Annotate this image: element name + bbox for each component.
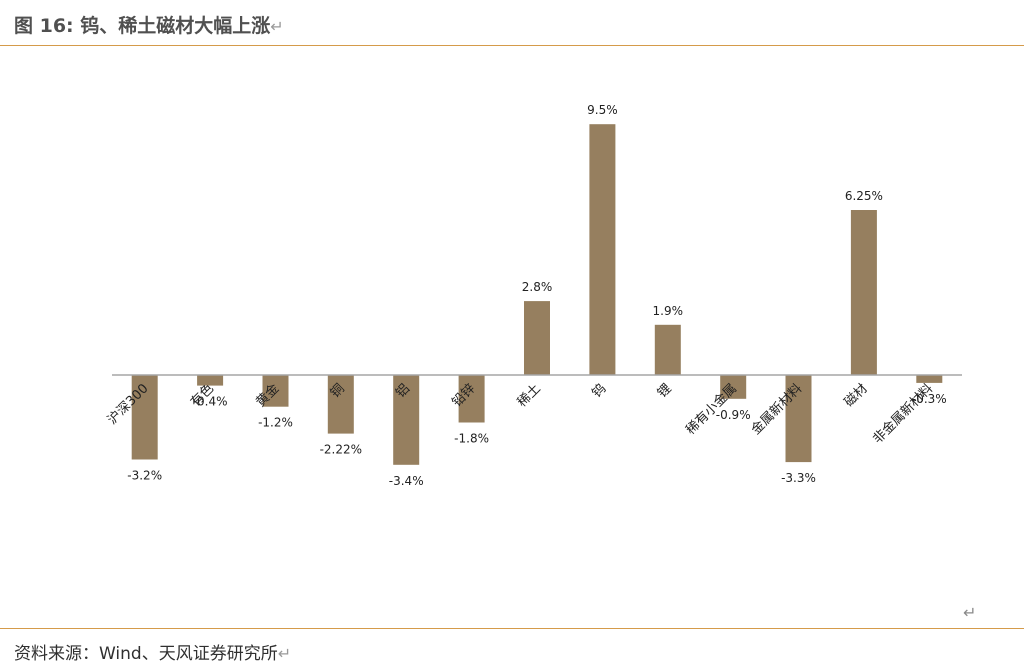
bar-5: [458, 375, 485, 423]
bar-7: [589, 124, 616, 375]
value-label-8: 1.9%: [653, 304, 684, 318]
category-label-8: 锂: [655, 381, 675, 401]
bar-1: [197, 375, 224, 386]
bar-12: [916, 375, 943, 383]
figure-title-text: 图 16: 钨、稀土磁材大幅上涨: [14, 15, 271, 37]
category-label-11: 磁材: [842, 381, 871, 410]
paragraph-mark-icon: ↵: [963, 603, 977, 622]
value-label-0: -3.2%: [127, 469, 162, 483]
source-divider: [0, 628, 1024, 629]
bar-11: [850, 210, 877, 375]
value-label-11: 6.25%: [845, 189, 883, 203]
bar-3: [327, 375, 354, 434]
bar-6: [524, 301, 550, 375]
return-mark-icon: ↵: [277, 644, 292, 663]
value-label-12: -0.3%: [912, 392, 947, 406]
bar-4: [393, 375, 420, 465]
bar-10: [785, 375, 812, 463]
bar-2: [262, 375, 289, 407]
value-label-6: 2.8%: [522, 280, 553, 294]
value-label-7: 9.5%: [587, 103, 618, 117]
bar-8: [654, 324, 681, 375]
value-label-3: -2.22%: [320, 443, 362, 457]
value-label-9: -0.9%: [716, 408, 751, 422]
return-mark-icon: ↵: [270, 17, 284, 36]
value-label-2: -1.2%: [258, 416, 293, 430]
source-text: 资料来源：Wind、天风证券研究所: [14, 644, 278, 664]
value-label-4: -3.4%: [389, 474, 424, 488]
category-label-6: 稀土: [515, 381, 544, 410]
value-label-5: -1.8%: [454, 432, 489, 446]
source-note: 资料来源：Wind、天风证券研究所↵: [14, 639, 291, 664]
figure-title: 图 16: 钨、稀土磁材大幅上涨↵: [14, 11, 284, 38]
bar-0: [131, 375, 158, 460]
value-label-10: -3.3%: [781, 471, 816, 485]
title-divider: [0, 45, 1024, 46]
value-label-1: -0.4%: [193, 395, 228, 409]
category-label-7: 钨: [589, 381, 610, 402]
category-label-12: 非金属新材料: [870, 381, 936, 447]
bar-9: [720, 375, 747, 399]
